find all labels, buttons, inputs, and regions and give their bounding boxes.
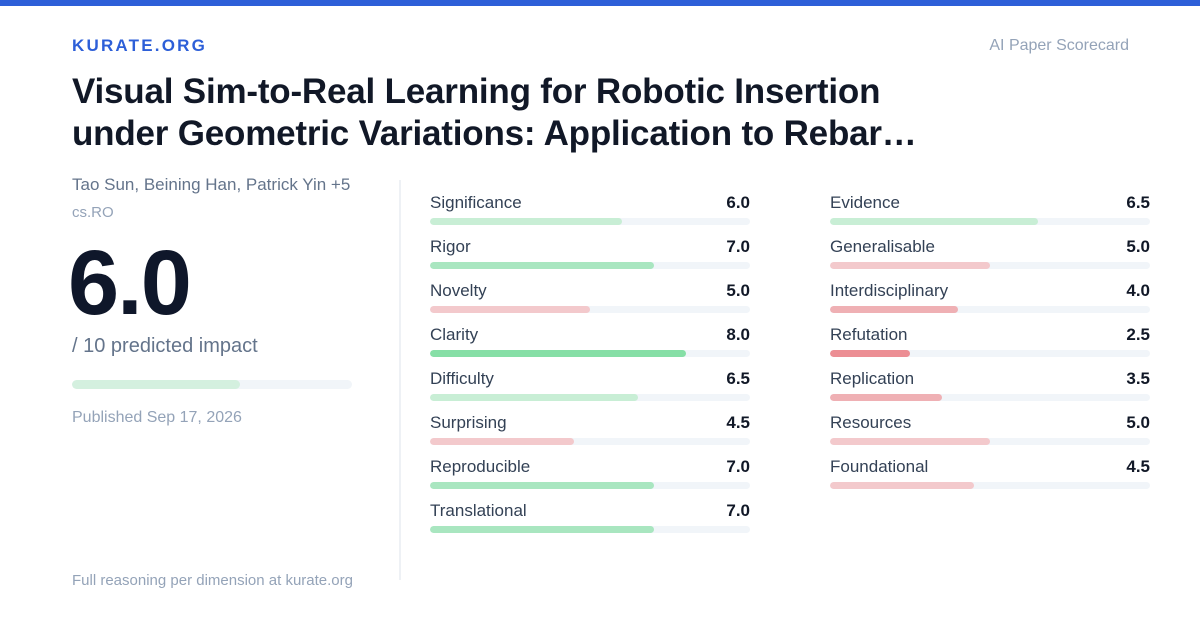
dimension-label: Interdisciplinary [830,281,949,300]
dimension-score: 4.5 [1126,457,1150,476]
dimension-row-difficulty: Difficulty 6.5 [430,369,750,413]
score-caption: / 10 predicted impact [72,335,258,357]
dimension-score: 3.5 [1126,369,1150,388]
dimension-column-2: Evidence 6.5 Generalisable 5.0 Interdiscipli… [830,193,1150,501]
page-kicker: AI Paper Scorecard [989,37,1129,54]
dimension-bar-track [430,218,750,225]
dimension-score: 6.5 [1126,193,1150,212]
footer-note: Full reasoning per dimension at kurate.o… [72,572,353,589]
paper-title: Visual Sim-to-Real Learning for Robotic … [72,71,952,155]
dimension-bar-track [830,350,1150,357]
dimension-label: Generalisable [830,237,935,256]
dimension-bar-track [830,218,1150,225]
dimension-bar-track [830,306,1150,313]
dimension-bar-fill [830,482,974,489]
dimension-score: 6.5 [726,369,750,388]
dimension-label: Evidence [830,193,900,212]
dimension-column-1: Significance 6.0 Rigor 7.0 Novelty 5.0 Clarity… [430,193,750,545]
dimension-row-novelty: Novelty 5.0 [430,281,750,325]
dimension-bar-fill [430,438,574,445]
dimension-row-resources: Resources 5.0 [830,413,1150,457]
published-date: Published Sep 17, 2026 [72,409,242,426]
dimension-label: Reproducible [430,457,531,476]
dimension-bar-track [430,438,750,445]
impact-progress-fill [72,380,240,389]
dimension-row-reproducible: Reproducible 7.0 [430,457,750,501]
dimension-score: 5.0 [1126,413,1150,432]
dimension-label: Replication [830,369,915,388]
dimension-label: Clarity [430,325,479,344]
dimension-bar-track [430,394,750,401]
dimension-bar-track [430,482,750,489]
dimension-bar-fill [830,306,958,313]
overall-score: 6.0 [68,232,192,334]
dimension-label: Foundational [830,457,929,476]
dimension-bar-fill [830,438,990,445]
dimension-bar-track [830,262,1150,269]
dimension-label: Translational [430,501,527,520]
dimension-bar-fill [430,526,654,533]
dimension-label: Difficulty [430,369,494,388]
summary-panel: Tao Sun, Beining Han, Patrick Yin +5 cs.… [68,175,392,426]
dimension-bar-fill [430,482,654,489]
dimension-row-refutation: Refutation 2.5 [830,325,1150,369]
dimension-score: 8.0 [726,325,750,344]
dimension-row-replication: Replication 3.5 [830,369,1150,413]
dimension-row-evidence: Evidence 6.5 [830,193,1150,237]
dimension-row-translational: Translational 7.0 [430,501,750,545]
paper-title-line-1: Visual Sim-to-Real Learning for Robotic … [72,72,881,111]
paper-authors: Tao Sun, Beining Han, Patrick Yin +5 [72,175,351,194]
dimension-label: Surprising [430,413,507,432]
dimension-bar-track [430,526,750,533]
dimension-bar-track [430,350,750,357]
top-accent-bar [0,0,1200,6]
dimension-row-interdisciplinary: Interdisciplinary 4.0 [830,281,1150,325]
dimension-score: 7.0 [726,457,750,476]
dimension-score: 2.5 [1126,325,1150,344]
paper-category: cs.RO [72,204,114,221]
dimension-score: 7.0 [726,501,750,520]
brand-logo-text[interactable]: KURATE.ORG [72,36,208,55]
dimension-bar-track [830,482,1150,489]
dimension-score: 5.0 [726,281,750,300]
dimension-bar-fill [830,218,1038,225]
paper-title-line-2: under Geometric Variations: Application … [72,114,917,153]
dimension-bar-fill [830,350,910,357]
dimension-score: 6.0 [726,193,750,212]
dimension-bar-track [830,438,1150,445]
dimension-label: Rigor [430,237,471,256]
dimension-bar-track [430,306,750,313]
dimension-row-rigor: Rigor 7.0 [430,237,750,281]
dimension-bar-fill [430,262,654,269]
dimension-bar-fill [430,394,638,401]
dimension-bar-fill [430,306,590,313]
dimension-score: 4.0 [1126,281,1150,300]
dimension-row-clarity: Clarity 8.0 [430,325,750,369]
dimension-bar-fill [830,262,990,269]
dimension-score: 7.0 [726,237,750,256]
dimension-label: Refutation [830,325,908,344]
dimension-bar-track [430,262,750,269]
impact-progress-track [72,380,352,389]
dimension-row-significance: Significance 6.0 [430,193,750,237]
dimension-label: Novelty [430,281,487,300]
dimension-row-generalisable: Generalisable 5.0 [830,237,1150,281]
dimension-label: Resources [830,413,912,432]
dimension-score: 4.5 [726,413,750,432]
dimension-score: 5.0 [1126,237,1150,256]
dimension-label: Significance [430,193,522,212]
dimension-row-surprising: Surprising 4.5 [430,413,750,457]
dimension-bar-fill [830,394,942,401]
dimension-bar-fill [430,218,622,225]
dimension-row-foundational: Foundational 4.5 [830,457,1150,501]
column-divider [399,180,401,580]
dimension-bar-track [830,394,1150,401]
dimension-bar-fill [430,350,686,357]
